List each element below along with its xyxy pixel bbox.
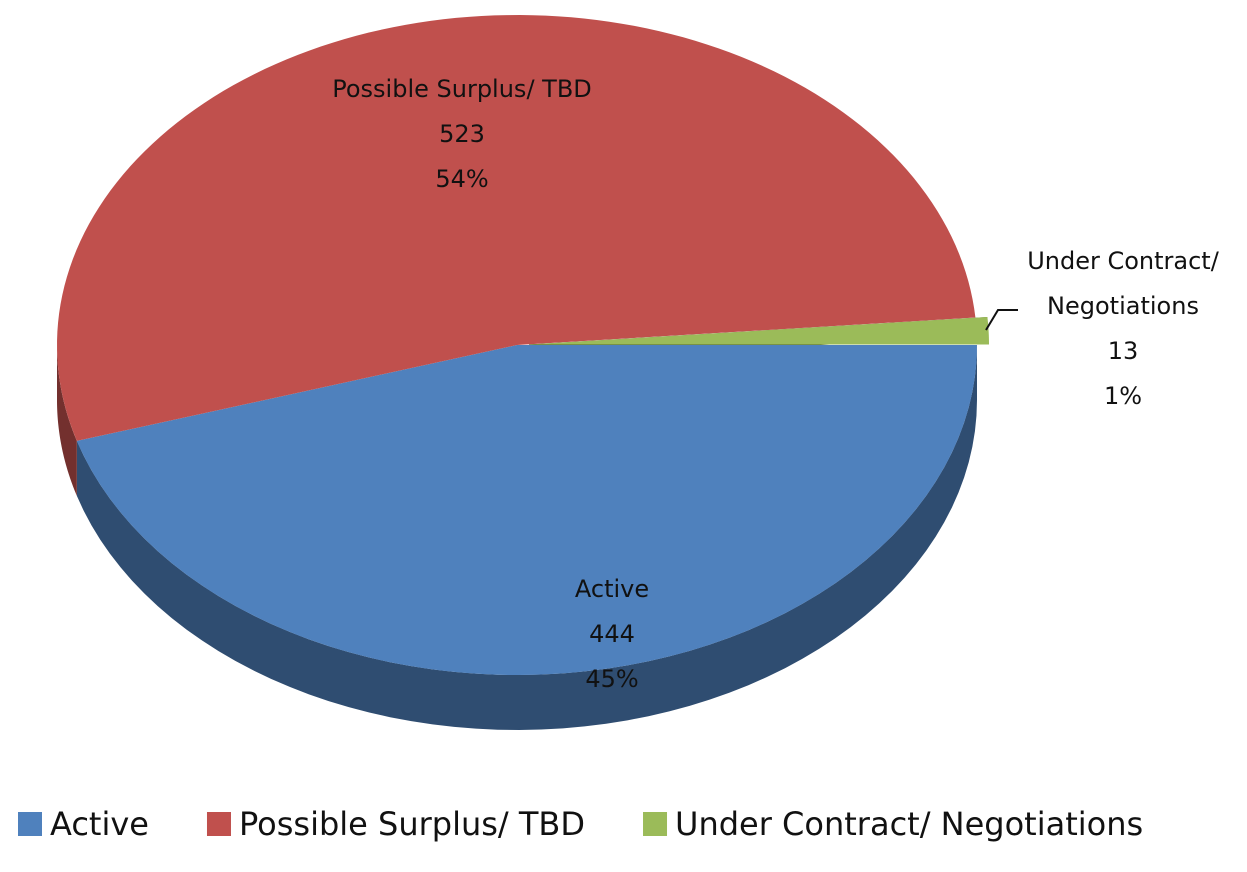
data-label-name: Possible Surplus/ TBD <box>332 75 592 103</box>
data-label-percent: 54% <box>435 165 488 193</box>
data-label-name: Active <box>575 575 649 603</box>
legend-label: Active <box>50 805 149 843</box>
data-label-value: 444 <box>589 620 635 648</box>
data-label-percent: 45% <box>585 665 638 693</box>
legend-swatch <box>206 812 231 836</box>
legend-swatch <box>643 812 668 836</box>
data-label-name: Negotiations <box>1047 292 1199 320</box>
slice <box>57 15 976 441</box>
slice-side <box>76 345 978 730</box>
slice <box>76 345 978 675</box>
data-label-percent: 1% <box>1104 382 1142 410</box>
leader-line <box>985 309 1018 331</box>
slice-side <box>57 345 77 496</box>
data-label-value: 523 <box>439 120 485 148</box>
legend-swatch <box>18 812 42 836</box>
data-label-name: Under Contract/ <box>1027 247 1220 275</box>
legend-label: Under Contract/ Negotiations <box>675 805 1143 843</box>
slice <box>528 317 989 345</box>
data-label-value: 13 <box>1108 337 1139 365</box>
legend-label: Possible Surplus/ TBD <box>239 805 585 843</box>
